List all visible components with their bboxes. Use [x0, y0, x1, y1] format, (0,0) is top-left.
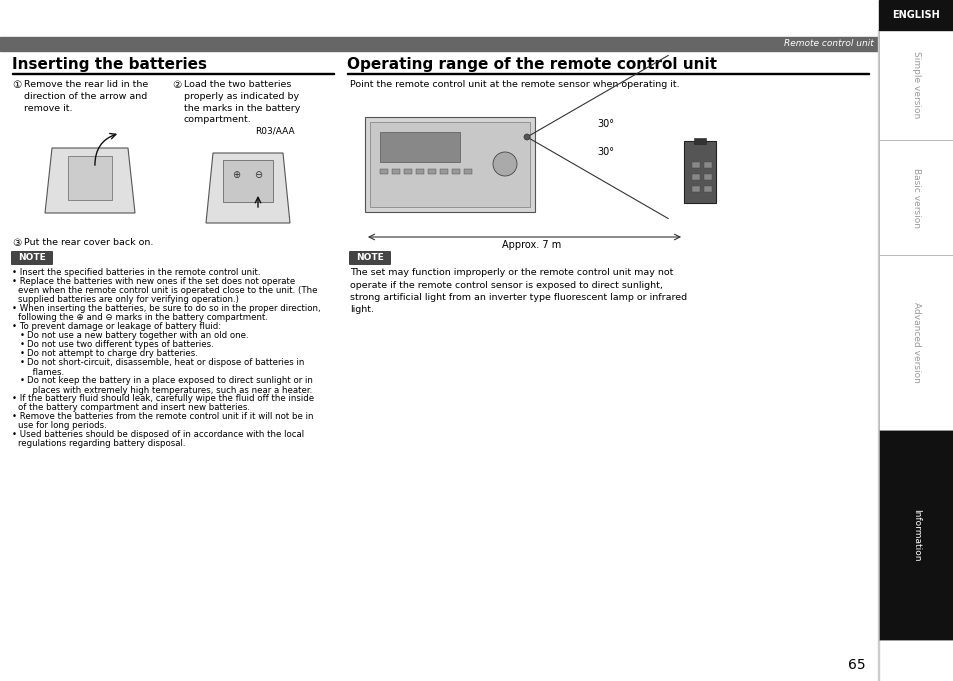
- Bar: [0, 37, 878, 51]
- Bar: [878, 0, 953, 30]
- Text: following the ⊕ and ⊖ marks in the battery compartment.: following the ⊕ and ⊖ marks in the batte…: [18, 313, 268, 322]
- Bar: [691, 174, 700, 180]
- Bar: [703, 186, 711, 192]
- Bar: [878, 30, 953, 140]
- Text: •: •: [20, 376, 25, 385]
- Bar: [878, 140, 953, 255]
- Text: • Insert the specified batteries in the remote control unit.: • Insert the specified batteries in the …: [12, 268, 260, 277]
- Text: • Replace the batteries with new ones if the set does not operate: • Replace the batteries with new ones if…: [12, 277, 294, 286]
- Text: Simple version: Simple version: [911, 51, 920, 118]
- Text: Do not use two different types of batteries.: Do not use two different types of batter…: [27, 340, 213, 349]
- FancyBboxPatch shape: [11, 251, 53, 265]
- Text: Remote control unit: Remote control unit: [783, 39, 873, 48]
- Bar: [428, 169, 436, 174]
- Text: •: •: [20, 340, 25, 349]
- Bar: [693, 138, 705, 144]
- Bar: [370, 122, 530, 207]
- Text: Load the two batteries
properly as indicated by
the marks in the battery
compart: Load the two batteries properly as indic…: [184, 80, 300, 125]
- Text: The set may function improperly or the remote control unit may not
operate if th: The set may function improperly or the r…: [350, 268, 686, 315]
- Text: Point the remote control unit at the remote sensor when operating it.: Point the remote control unit at the rem…: [350, 80, 679, 89]
- Bar: [223, 160, 273, 202]
- Bar: [878, 255, 953, 430]
- Polygon shape: [683, 141, 716, 203]
- Text: Basic version: Basic version: [911, 168, 920, 227]
- Text: 65: 65: [847, 658, 865, 672]
- Text: even when the remote control unit is operated close to the unit. (The: even when the remote control unit is ope…: [18, 286, 317, 295]
- Text: Information: Information: [911, 509, 920, 561]
- Bar: [463, 169, 472, 174]
- Circle shape: [493, 152, 517, 176]
- Text: • If the battery fluid should leak, carefully wipe the fluid off the inside: • If the battery fluid should leak, care…: [12, 394, 314, 403]
- Text: •: •: [20, 331, 25, 340]
- Bar: [703, 174, 711, 180]
- Bar: [403, 169, 412, 174]
- Text: ③: ③: [12, 238, 21, 248]
- Bar: [68, 156, 112, 200]
- Bar: [12, 73, 334, 74]
- Text: R03/AAA: R03/AAA: [254, 127, 294, 136]
- Bar: [379, 132, 459, 162]
- Text: regulations regarding battery disposal.: regulations regarding battery disposal.: [18, 439, 185, 448]
- Circle shape: [523, 134, 530, 140]
- Text: ENGLISH: ENGLISH: [892, 10, 940, 20]
- Bar: [439, 169, 448, 174]
- Text: Inserting the batteries: Inserting the batteries: [12, 57, 207, 72]
- Polygon shape: [206, 153, 290, 223]
- Text: supplied batteries are only for verifying operation.): supplied batteries are only for verifyin…: [18, 295, 238, 304]
- FancyBboxPatch shape: [349, 251, 391, 265]
- Text: ⊖: ⊖: [253, 170, 262, 180]
- Text: Do not keep the battery in a place exposed to direct sunlight or in
  places wit: Do not keep the battery in a place expos…: [27, 376, 313, 396]
- Bar: [877, 30, 878, 681]
- Text: Advanced version: Advanced version: [911, 302, 920, 383]
- Text: • Remove the batteries from the remote control unit if it will not be in: • Remove the batteries from the remote c…: [12, 412, 314, 421]
- Text: 30°: 30°: [597, 147, 614, 157]
- Text: Remove the rear lid in the
direction of the arrow and
remove it.: Remove the rear lid in the direction of …: [24, 80, 148, 112]
- Text: ①: ①: [12, 80, 21, 90]
- Text: ②: ②: [172, 80, 181, 90]
- Text: use for long periods.: use for long periods.: [18, 421, 107, 430]
- Text: •: •: [20, 349, 25, 358]
- Bar: [691, 162, 700, 168]
- Text: ⊕: ⊕: [232, 170, 240, 180]
- Text: •: •: [20, 358, 25, 367]
- Text: Do not use a new battery together with an old one.: Do not use a new battery together with a…: [27, 331, 249, 340]
- Text: • To prevent damage or leakage of battery fluid:: • To prevent damage or leakage of batter…: [12, 322, 221, 331]
- Text: Approx. 7 m: Approx. 7 m: [501, 240, 560, 250]
- Bar: [703, 162, 711, 168]
- Bar: [365, 117, 535, 212]
- Text: NOTE: NOTE: [18, 253, 46, 262]
- Text: Do not attempt to charge dry batteries.: Do not attempt to charge dry batteries.: [27, 349, 197, 358]
- Text: Put the rear cover back on.: Put the rear cover back on.: [24, 238, 153, 247]
- Bar: [379, 169, 388, 174]
- Bar: [452, 169, 459, 174]
- Text: • When inserting the batteries, be sure to do so in the proper direction,: • When inserting the batteries, be sure …: [12, 304, 320, 313]
- Polygon shape: [45, 148, 135, 213]
- Text: NOTE: NOTE: [355, 253, 383, 262]
- Text: of the battery compartment and insert new batteries.: of the battery compartment and insert ne…: [18, 403, 250, 412]
- Bar: [347, 73, 868, 74]
- Text: • Used batteries should be disposed of in accordance with the local: • Used batteries should be disposed of i…: [12, 430, 304, 439]
- Bar: [691, 186, 700, 192]
- Bar: [878, 430, 953, 640]
- Bar: [416, 169, 423, 174]
- Text: 30°: 30°: [597, 119, 614, 129]
- Text: Do not short-circuit, disassemble, heat or dispose of batteries in
  flames.: Do not short-circuit, disassemble, heat …: [27, 358, 304, 377]
- Bar: [392, 169, 399, 174]
- Text: Operating range of the remote control unit: Operating range of the remote control un…: [347, 57, 717, 72]
